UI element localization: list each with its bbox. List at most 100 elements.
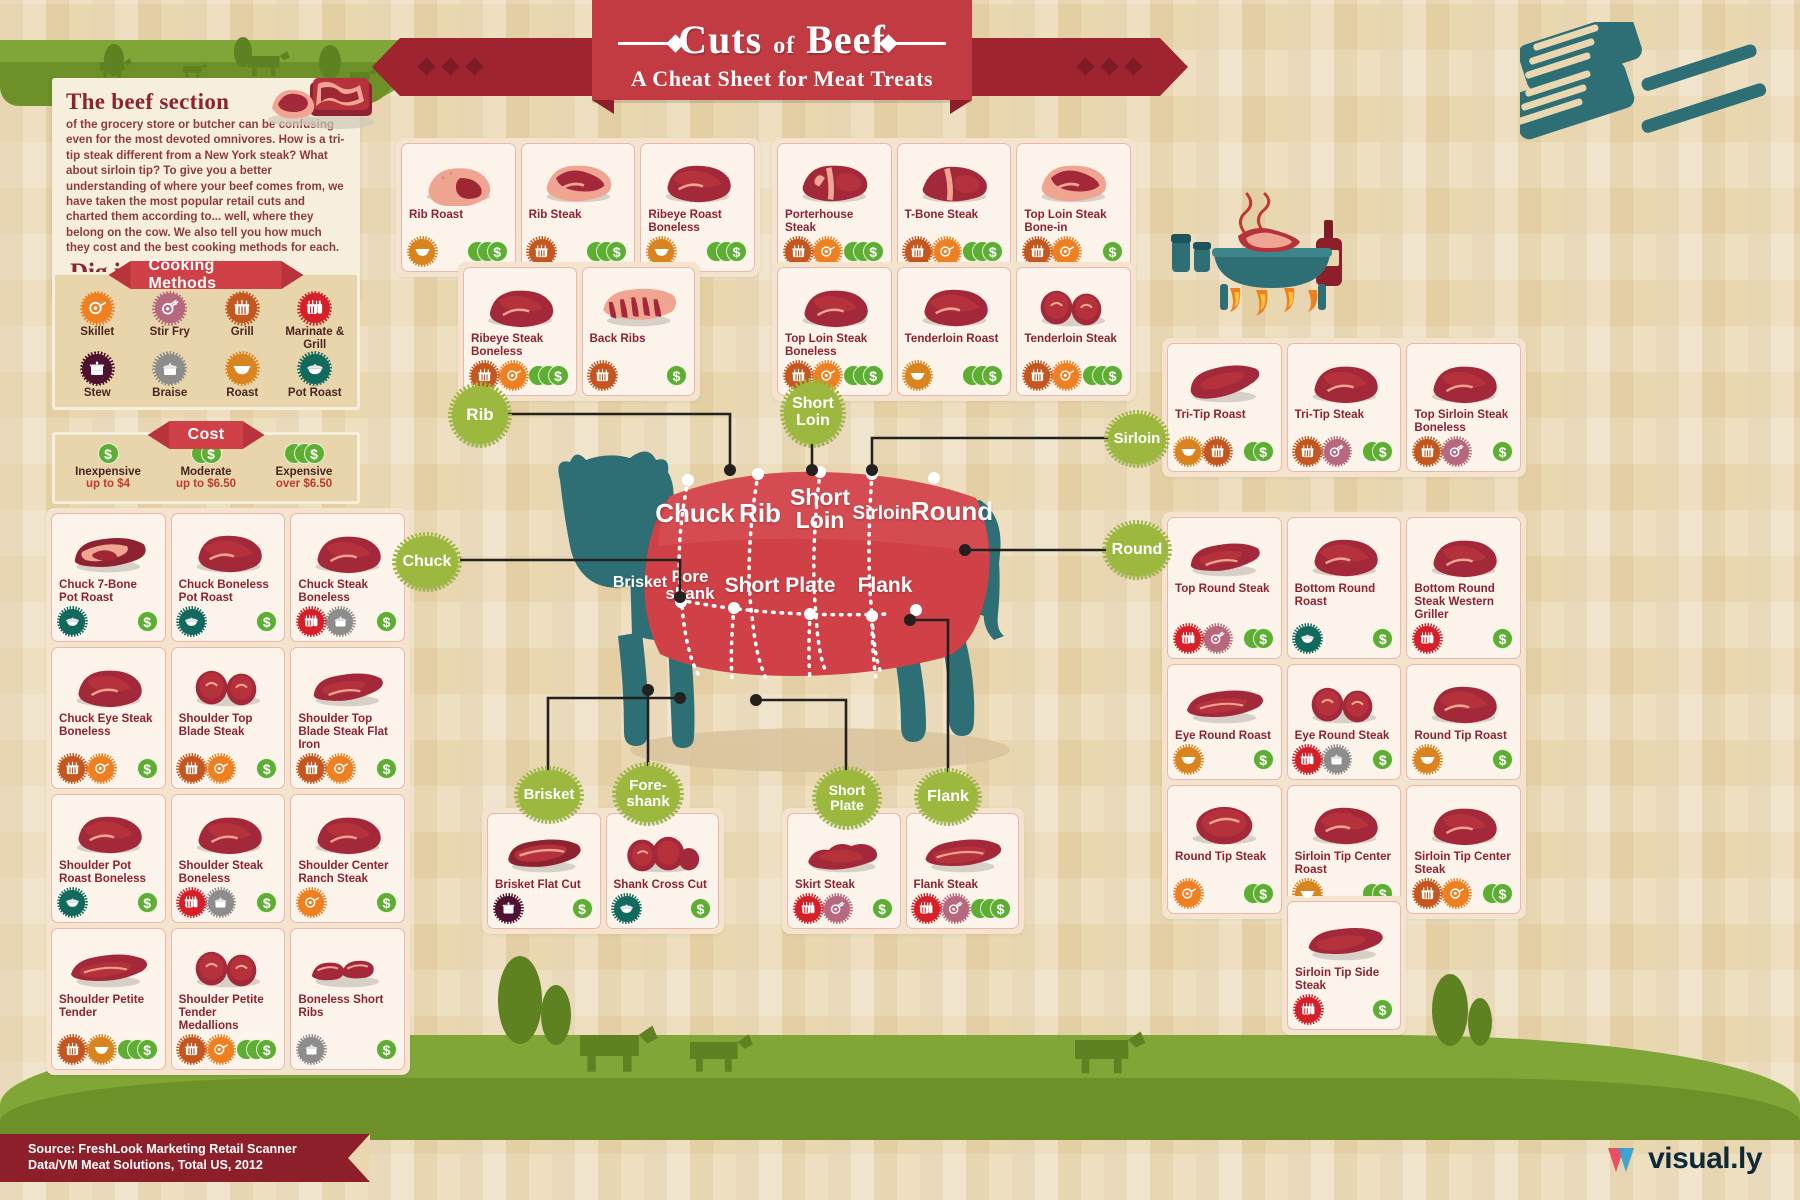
cooking-method-label: Pot Roast (287, 386, 342, 399)
node-brisket[interactable]: Brisket (518, 770, 580, 820)
cut-card[interactable]: Shoulder Petite Tender $$$ (51, 927, 166, 1070)
cut-card[interactable]: Shoulder Steak Boneless $ (170, 793, 286, 923)
cooking-methods-title: Cooking Methods (108, 257, 304, 292)
visually-logo[interactable]: visual.ly (1606, 1142, 1762, 1176)
cut-card[interactable]: Bottom Round Steak Western Griller $ (1406, 517, 1521, 659)
cut-methods (1175, 880, 1201, 907)
panel-short-loin-row2: Top Loin Steak Boneless$$$Tenderloin Roa… (772, 262, 1136, 401)
cut-card[interactable]: Flank Steak$$$ (905, 813, 1019, 929)
cut-image-steak-round (1175, 792, 1274, 848)
cut-card[interactable]: Back Ribs $ (581, 267, 695, 396)
cost-coin: $ (303, 443, 325, 464)
cost-coins: $ (375, 611, 397, 633)
cost-title: Cost (147, 421, 265, 449)
method-icon-marinate (178, 889, 205, 916)
intro-body: of the grocery store or butcher can be c… (66, 117, 346, 289)
cut-card[interactable]: Shank Cross Cut $ (605, 813, 719, 929)
cut-name: Top Sirloin Steak Boneless (1414, 408, 1509, 434)
cut-card[interactable]: Sirloin Tip Side Steak $ (1287, 901, 1401, 1030)
cost-tier-value: up to $6.50 (175, 478, 237, 490)
cost-coin: $ (666, 365, 687, 387)
cut-card[interactable]: Shoulder Top Blade Steak Flat Iron $ (290, 646, 405, 789)
node-fore-shank[interactable]: Fore-shank (616, 766, 680, 822)
cost-coin: $ (375, 611, 397, 633)
cost-coin: $ (486, 241, 508, 263)
panel-rib-row2: Ribeye Steak Boneless $$$ Back Ribs $ (458, 262, 700, 401)
cut-methods (1414, 438, 1470, 465)
cut-card[interactable]: Chuck Eye Steak Boneless $ (51, 646, 166, 789)
cut-name: Chuck Eye Steak Boneless (59, 711, 153, 738)
cut-card[interactable]: Chuck 7-Bone Pot Roast $ (51, 513, 166, 642)
cut-card[interactable]: Chuck Steak Boneless $ (290, 513, 405, 642)
cut-card[interactable]: Skirt Steak $ (787, 813, 901, 929)
cut-card[interactable]: Shoulder Center Ranch Steak $ (290, 793, 405, 923)
cut-image-roast-bone (59, 520, 158, 576)
method-icon-grill (1024, 238, 1051, 265)
cost-coins: $ (690, 898, 711, 920)
cut-card[interactable]: Top Loin Steak Bone-in $ (1016, 143, 1131, 272)
cut-card[interactable]: Porterhouse Steak $$$ (777, 143, 892, 272)
cut-name: Shank Cross Cut (613, 878, 707, 891)
cut-image-tbone2 (905, 150, 1004, 206)
cut-card[interactable]: Tenderloin Roast $$$ (896, 267, 1012, 396)
cut-image-ribs (590, 274, 688, 330)
cut-methods (913, 895, 969, 922)
cut-image-shortribs (298, 935, 397, 991)
cut-name: Round Tip Steak (1175, 849, 1267, 863)
method-icon-skillet (1175, 880, 1201, 907)
node-chuck[interactable]: Chuck (396, 536, 458, 588)
cow-region-short-loin: Short Loin (789, 484, 851, 533)
cut-name: Shoulder Pot Roast Boneless (59, 858, 146, 885)
cut-footer: $$$ (904, 234, 1004, 265)
cut-card[interactable]: Eye Round Steak $ (1286, 663, 1402, 780)
node-sirloin[interactable]: Sirloin (1108, 414, 1166, 464)
cut-card[interactable]: Tri-Tip Roast $$ (1167, 343, 1282, 472)
node-short-plate[interactable]: Short Plate (816, 770, 878, 826)
cut-name: Rib Steak (528, 208, 582, 221)
cut-card[interactable]: Round Tip Roast $ (1406, 663, 1521, 780)
method-icon-stirfry (824, 895, 850, 922)
cut-methods (409, 238, 435, 265)
panel-chuck: Chuck 7-Bone Pot Roast $ Chuck Boneless Po… (46, 508, 410, 1075)
cut-footer: $ (1414, 434, 1513, 465)
cut-methods (589, 362, 616, 389)
cut-card[interactable]: Shoulder Petite Tender Medallions $$$ (170, 927, 286, 1070)
cut-card[interactable]: Top Loin Steak Boneless $$$ (777, 267, 892, 396)
cut-card[interactable]: Sirloin Tip Center Roast$$ (1286, 784, 1402, 914)
cut-card[interactable]: Ribeye Steak Boneless $$$ (463, 267, 577, 396)
cut-footer: $ (1294, 742, 1394, 773)
cut-card[interactable]: Eye Round Roast $ (1167, 663, 1282, 780)
cooking-method-grill: Grill (206, 293, 279, 352)
cut-card[interactable]: Round Tip Steak $$ (1167, 784, 1282, 914)
cut-footer: $ (178, 751, 278, 782)
cooking-method-label: Roast (226, 386, 259, 399)
method-icon-roast (904, 362, 931, 389)
node-rib[interactable]: Rib (452, 386, 508, 444)
cut-card[interactable]: Sirloin Tip Center Steak $$ (1406, 784, 1521, 914)
cut-card[interactable]: Tenderloin Steak $$$ (1016, 267, 1131, 396)
node-flank[interactable]: Flank (918, 772, 978, 822)
cut-card[interactable]: Rib Steak $$$ (520, 143, 636, 272)
cut-footer: $ (178, 885, 278, 916)
method-icon-stew (495, 895, 521, 922)
cost-coin: $ (1491, 628, 1513, 650)
cut-card[interactable]: Tri-Tip Steak $$ (1286, 343, 1402, 472)
cut-card[interactable]: Ribeye Roast Boneless $$$ (640, 143, 755, 272)
method-icon-grill (1294, 438, 1321, 465)
cut-card[interactable]: Chuck Boneless Pot Roast $ (170, 513, 286, 642)
cut-card[interactable]: Shoulder Top Blade Steak $ (170, 646, 286, 789)
cut-card[interactable]: Rib Roast $$$ (401, 143, 516, 272)
cut-name: Chuck Steak Boneless (298, 578, 368, 604)
cut-footer: $$ (1414, 876, 1513, 907)
cut-card[interactable]: Bottom Round Roast $ (1286, 517, 1402, 659)
node-short-loin[interactable]: Short Loin (784, 382, 842, 444)
cut-card[interactable]: Top Sirloin Steak Boneless $ (1406, 343, 1521, 472)
node-round[interactable]: Round (1106, 524, 1168, 576)
cut-card[interactable]: T-Bone Steak $$$ (896, 143, 1012, 272)
cost-tier-0: $ Inexpensive up to $4 (59, 443, 157, 490)
cut-card[interactable]: Shoulder Pot Roast Boneless $ (51, 793, 166, 923)
cut-card[interactable]: Top Round Steak $$ (1167, 517, 1282, 659)
cut-card[interactable]: Boneless Short Ribs $ (290, 927, 405, 1070)
cut-name: Tenderloin Steak (1024, 332, 1117, 345)
cut-card[interactable]: Brisket Flat Cut $ (487, 813, 601, 929)
